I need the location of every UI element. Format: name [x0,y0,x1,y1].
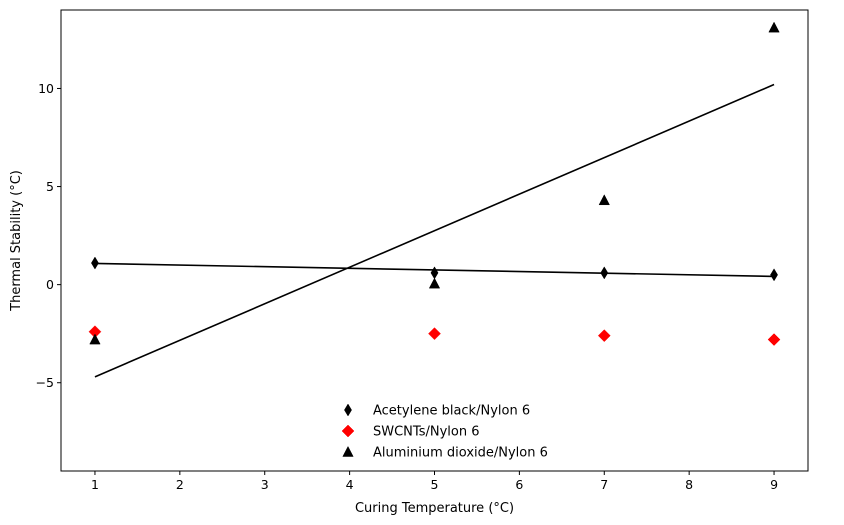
legend: Acetylene black/Nylon 6 SWCNTs/Nylon 6 Alu… [341,403,548,461]
x-tick-label: 2 [176,477,184,492]
data-point-series-2 [428,277,441,289]
data-point-series-1 [597,329,611,342]
legend-label-2: Aluminium dioxide/Nylon 6 [373,446,548,461]
marks-layer [88,21,781,378]
legend-marker-0 [344,403,352,417]
plot-frame [60,9,809,472]
data-point-series-0 [600,266,609,280]
x-tick-label: 3 [261,477,269,492]
y-tick-label: 0 [46,277,54,292]
x-tick-label: 6 [515,477,523,492]
trend-line-series-2 [94,83,775,378]
data-point-series-0 [430,266,439,280]
x-tick-label: 8 [685,477,693,492]
x-tick-label: 9 [770,477,778,492]
x-axis-label: Curing Temperature (°C) [355,501,514,516]
data-point-series-0 [91,256,99,270]
x-tick-label: 7 [600,477,608,492]
x-tick-label: 5 [431,477,439,492]
y-axis-label: Thermal Stability (°C) [9,170,24,312]
legend-marker-1 [341,424,355,438]
x-tick-label: 4 [346,477,354,492]
legend-label-1: SWCNTs/Nylon 6 [373,425,479,440]
y-tick-label: 10 [38,81,54,96]
x-axis: 1 2 3 4 5 6 7 8 9 [91,471,778,492]
x-tick-label: 1 [91,477,99,492]
data-point-series-2 [598,194,610,206]
y-axis: −5 0 5 10 [36,81,61,390]
legend-label-0: Acetylene black/Nylon 6 [373,404,530,419]
data-point-series-0 [770,268,778,282]
data-point-series-1 [767,333,781,346]
data-point-series-1 [428,327,441,341]
data-point-series-2 [768,21,780,33]
data-point-series-2 [89,333,101,345]
y-tick-label: 5 [46,179,54,194]
legend-marker-2 [342,445,354,457]
y-tick-label: −5 [36,375,54,390]
